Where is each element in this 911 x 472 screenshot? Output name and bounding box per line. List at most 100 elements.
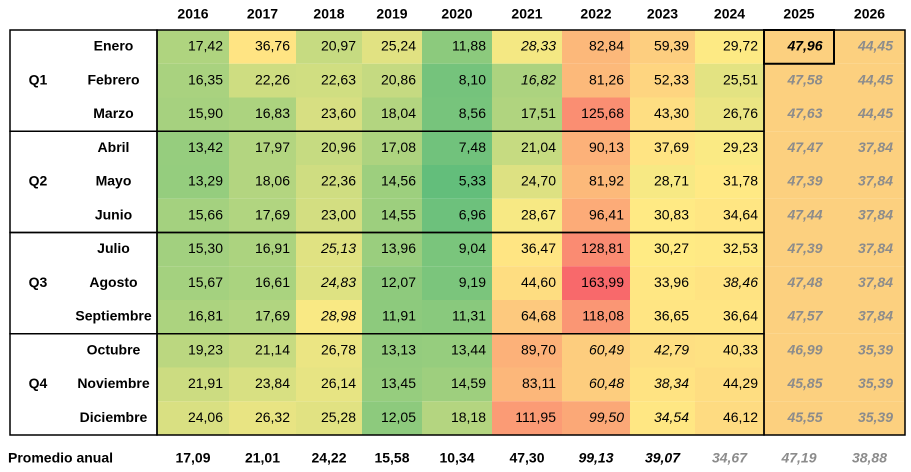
heatmap-cell: [630, 63, 695, 98]
cell-value: 26,14: [321, 375, 356, 391]
heatmap-cell: [764, 300, 834, 334]
cell-value: 46,12: [723, 409, 758, 425]
heatmap-cell: [157, 97, 229, 132]
heatmap-cell: [422, 198, 492, 233]
cell-value: 31,78: [723, 173, 758, 189]
cell-value: 36,65: [654, 308, 689, 324]
heatmap-cell: [422, 131, 492, 165]
heatmap-cell: [630, 401, 695, 435]
cell-value: 35,39: [858, 375, 893, 391]
cell-value: 89,70: [521, 341, 556, 357]
cell-value: 21,91: [188, 375, 223, 391]
heatmap-cell: [764, 266, 834, 300]
heatmap-cell: [695, 63, 764, 98]
heatmap-cell: [630, 333, 695, 368]
heatmap-cell: [229, 63, 296, 98]
heatmap-cell: [562, 30, 630, 64]
annual-average-value: 21,01: [245, 450, 280, 466]
heatmap-cell: [157, 165, 229, 199]
heatmap-cell: [492, 63, 562, 98]
cell-value: 37,84: [858, 206, 893, 222]
heatmap-cell: [422, 63, 492, 98]
cell-value: 22,36: [321, 173, 356, 189]
cell-value: 47,57: [786, 308, 823, 324]
cell-value: 24,06: [188, 409, 223, 425]
heatmap-cell: [764, 232, 834, 267]
cell-value: 28,71: [654, 173, 689, 189]
heatmap-cell: [157, 232, 229, 267]
heatmap-cell: [422, 97, 492, 132]
cell-value: 59,39: [654, 38, 689, 54]
cell-value: 163,99: [581, 274, 624, 290]
heatmap-cell: [834, 333, 905, 368]
cell-value: 12,07: [381, 274, 416, 290]
heatmap-cell: [562, 401, 630, 435]
heatmap-cell: [764, 97, 834, 132]
cell-value: 21,14: [255, 341, 290, 357]
heatmap-cell: [695, 165, 764, 199]
heatmap-cell: [695, 198, 764, 233]
heatmap-cell: [834, 232, 905, 267]
heatmap-cell: [229, 300, 296, 334]
heatmap-cell: [492, 30, 562, 64]
cell-value: 30,83: [654, 206, 689, 222]
cell-value: 44,29: [723, 375, 758, 391]
heatmap-cell: [695, 266, 764, 300]
cell-value: 47,63: [786, 105, 822, 121]
heatmap-cell: [362, 401, 422, 435]
grid-lines: [9, 29, 906, 436]
cell-value: 128,81: [581, 240, 624, 256]
heatmap-cell: [362, 131, 422, 165]
heatmap-cell: [764, 30, 834, 64]
heatmap-cell: [630, 198, 695, 233]
heatmap-cell: [492, 333, 562, 368]
heatmap-cell: [492, 367, 562, 402]
heatmap-cell: [157, 198, 229, 233]
annual-average-value: 17,09: [175, 450, 210, 466]
cell-value: 25,51: [723, 71, 758, 87]
cell-value: 13,96: [381, 240, 416, 256]
column-header-2020: 2020: [441, 6, 472, 22]
cell-value: 111,95: [515, 409, 556, 425]
cell-value: 34,54: [654, 409, 689, 425]
heatmap-cell: [229, 30, 296, 64]
heatmap-cell: [296, 165, 362, 199]
cell-value: 14,56: [381, 173, 416, 189]
cell-value: 20,97: [321, 38, 356, 54]
heatmap-cell: [562, 63, 630, 98]
cell-value: 15,66: [188, 206, 223, 222]
cell-value: 40,33: [723, 341, 758, 357]
heatmap-cell: [492, 266, 562, 300]
cell-value: 24,83: [320, 274, 356, 290]
column-header-2017: 2017: [247, 6, 278, 22]
heatmap-cell: [562, 300, 630, 334]
heatmap-cell: [157, 266, 229, 300]
annual-average-value: 47,19: [780, 450, 816, 466]
cell-value: 16,83: [255, 105, 290, 121]
cell-value: 16,91: [255, 240, 290, 256]
heatmap-cell: [562, 165, 630, 199]
cell-value: 99,50: [589, 409, 624, 425]
cell-value: 37,84: [858, 173, 893, 189]
cell-value: 9,19: [459, 274, 486, 290]
heatmap-cell: [562, 198, 630, 233]
heatmap-cell: [422, 333, 492, 368]
heatmap-cell: [157, 63, 229, 98]
cell-value: 26,78: [321, 341, 356, 357]
heatmap-cell: [362, 300, 422, 334]
heatmap-cell: [562, 333, 630, 368]
heatmap-cell: [562, 97, 630, 132]
cell-value: 11,88: [452, 38, 486, 54]
heatmap-cell: [834, 97, 905, 132]
heatmap-cell: [296, 30, 362, 64]
heatmap-cell: [362, 63, 422, 98]
heatmap-cell: [422, 30, 492, 64]
cell-value: 11,31: [452, 308, 486, 324]
heatmap-cell: [229, 401, 296, 435]
heatmap-cell: [630, 266, 695, 300]
cell-value: 23,60: [321, 105, 356, 121]
quarter-label: Q4: [29, 375, 48, 391]
heatmap-cell: [562, 266, 630, 300]
heatmap-cell: [229, 333, 296, 368]
